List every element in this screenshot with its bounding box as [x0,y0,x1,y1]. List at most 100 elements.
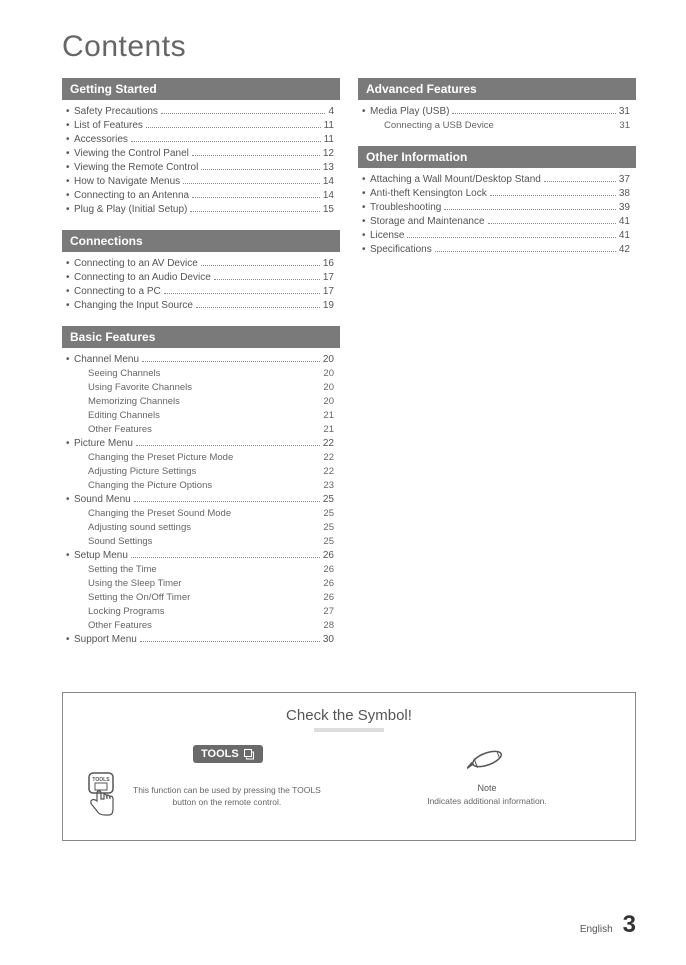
section-header: Advanced Features [358,78,636,100]
toc-item: •Accessories11 [62,134,340,145]
leader-dots [201,169,320,170]
sub-page-number: 26 [323,564,340,575]
toc-columns: Getting Started•Safety Precautions4•List… [62,78,636,648]
right-column: Advanced Features•Media Play (USB)31Conn… [358,78,636,648]
item-title: Sound Menu [74,494,131,505]
sub-item-title: Adjusting sound settings [88,522,191,533]
toc-sub-item: Changing the Preset Sound Mode25 [62,508,340,519]
page-number: 22 [323,438,340,449]
item-title: Specifications [370,244,432,255]
page-number: 12 [323,148,340,159]
item-title: Connecting to an Antenna [74,190,189,201]
footer-page-number: 3 [623,911,636,939]
leader-dots [131,141,321,142]
leader-dots [452,113,615,114]
item-title: License [370,230,404,241]
item-title: Picture Menu [74,438,133,449]
tools-description: This function can be used by pressing th… [133,785,321,807]
bullet: • [362,174,370,185]
page-number: 25 [323,494,340,505]
item-title: Viewing the Remote Control [74,162,198,173]
sub-item-title: Editing Channels [88,410,160,421]
note-description: Indicates additional information. [359,796,615,807]
toc-item: •Changing the Input Source19 [62,300,340,311]
bullet: • [66,286,74,297]
sub-item-title: Other Features [88,620,152,631]
bullet: • [362,188,370,199]
toc-sub-item: Setting the Time 26 [62,564,340,575]
item-title: List of Features [74,120,143,131]
toc-sub-item: Changing the Picture Options23 [62,480,340,491]
item-title: Channel Menu [74,354,139,365]
item-title: Connecting to an Audio Device [74,272,211,283]
bullet: • [66,354,74,365]
sub-item-title: Adjusting Picture Settings [88,466,196,477]
toc-item: •Support Menu30 [62,634,340,645]
page-number: 42 [619,244,636,255]
bullet: • [362,106,370,117]
page-number: 15 [323,204,340,215]
sub-item-title: Using Favorite Channels [88,382,192,393]
leader-dots [488,223,616,224]
toc-item: •Media Play (USB)31 [358,106,636,117]
note-cell: Note Indicates additional information. [359,744,615,822]
item-title: How to Navigate Menus [74,176,180,187]
section-header: Other Information [358,146,636,168]
toc-item: •Connecting to an Audio Device17 [62,272,340,283]
toc-sub-item: Changing the Preset Picture Mode22 [62,452,340,463]
leader-dots [544,181,616,182]
leader-dots [142,361,320,362]
toc-item: •Specifications 42 [358,244,636,255]
toc-item: •Viewing the Control Panel12 [62,148,340,159]
bullet: • [66,550,74,561]
leader-dots [201,265,320,266]
item-title: Troubleshooting [370,202,441,213]
toc-sub-item: Sound Settings 25 [62,536,340,547]
toc-item: •Storage and Maintenance41 [358,216,636,227]
leader-dots [161,113,326,114]
toc-item: •Connecting to a PC17 [62,286,340,297]
sub-page-number: 25 [323,522,340,533]
item-title: Changing the Input Source [74,300,193,311]
bullet: • [66,148,74,159]
bullet: • [66,134,74,145]
tools-badge-icon [243,748,255,760]
bullet: • [362,244,370,255]
toc-sub-item: Other Features28 [62,620,340,631]
toc-item: •Anti-theft Kensington Lock38 [358,188,636,199]
item-title: Attaching a Wall Mount/Desktop Stand [370,174,541,185]
leader-dots [183,183,320,184]
leader-dots [134,501,320,502]
sub-item-title: Memorizing Channels [88,396,180,407]
leader-dots [136,445,320,446]
page-title: Contents [62,30,636,64]
bullet: • [66,176,74,187]
bullet: • [66,634,74,645]
sub-page-number: 26 [323,592,340,603]
page-number: 30 [323,634,340,645]
bullet: • [66,190,74,201]
toc-item: •Channel Menu20 [62,354,340,365]
sub-item-title: Setting the Time [88,564,157,575]
sub-item-title: Sound Settings [88,536,152,547]
leader-dots [407,237,615,238]
toc-sub-item: Adjusting Picture Settings 22 [62,466,340,477]
item-title: Setup Menu [74,550,128,561]
sub-page-number: 25 [323,536,340,547]
sub-item-title: Changing the Picture Options [88,480,212,491]
toc-item: •Setup Menu26 [62,550,340,561]
section-header: Getting Started [62,78,340,100]
toc-item: •List of Features11 [62,120,340,131]
page-number: 39 [619,202,636,213]
leader-dots [490,195,616,196]
sub-item-title: Changing the Preset Sound Mode [88,508,231,519]
toc-sub-item: Adjusting sound settings 25 [62,522,340,533]
symbol-box-title: Check the Symbol! [83,707,615,724]
toc-item: •Picture Menu22 [62,438,340,449]
sub-page-number: 22 [323,466,340,477]
pencil-icon [467,744,507,774]
page-number: 31 [619,106,636,117]
item-title: Connecting to a PC [74,286,161,297]
bullet: • [66,258,74,269]
leader-dots [146,127,321,128]
